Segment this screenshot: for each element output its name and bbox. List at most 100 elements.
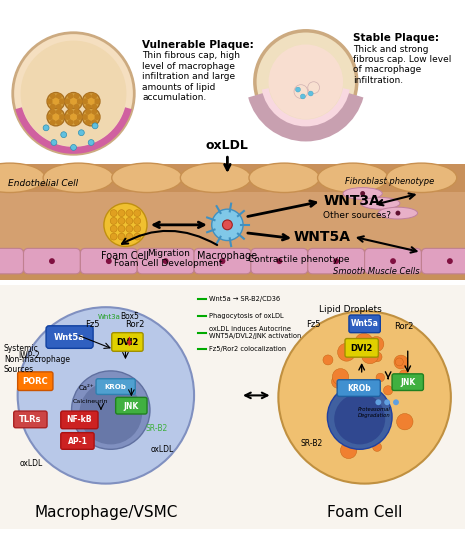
Text: TLRs: TLRs <box>19 415 42 425</box>
Circle shape <box>110 217 117 224</box>
Circle shape <box>56 119 62 125</box>
Ellipse shape <box>249 163 319 193</box>
Circle shape <box>334 394 385 444</box>
Ellipse shape <box>361 198 400 209</box>
Circle shape <box>104 203 147 246</box>
Text: Ca²⁺: Ca²⁺ <box>78 384 94 390</box>
Circle shape <box>68 109 73 115</box>
Circle shape <box>331 375 345 388</box>
Circle shape <box>337 379 348 390</box>
Text: Fibroblast phenotype: Fibroblast phenotype <box>346 177 435 186</box>
Text: AP-1: AP-1 <box>67 437 87 446</box>
Circle shape <box>106 258 112 264</box>
Circle shape <box>126 210 133 216</box>
Circle shape <box>91 119 97 125</box>
Circle shape <box>50 109 56 115</box>
Circle shape <box>73 119 79 125</box>
Ellipse shape <box>386 163 457 193</box>
Text: SR-B2: SR-B2 <box>146 423 168 433</box>
Circle shape <box>276 258 283 264</box>
Circle shape <box>308 82 319 93</box>
FancyBboxPatch shape <box>251 248 308 274</box>
Text: KROb: KROb <box>105 383 127 390</box>
Text: KROb: KROb <box>347 384 371 393</box>
Circle shape <box>82 108 100 126</box>
Circle shape <box>91 93 97 99</box>
Circle shape <box>378 201 383 206</box>
Circle shape <box>92 123 98 129</box>
Circle shape <box>118 233 125 240</box>
Circle shape <box>20 41 127 146</box>
Circle shape <box>64 114 71 120</box>
Text: Vulnerable Plaque:: Vulnerable Plaque: <box>142 40 254 50</box>
Circle shape <box>73 109 79 115</box>
Circle shape <box>61 132 67 138</box>
Text: Thick and strong
fibrous cap. Low level
of macrophage
infiltration.: Thick and strong fibrous cap. Low level … <box>353 44 451 85</box>
Text: Foam Cell: Foam Cell <box>101 252 149 261</box>
Text: WNT5A: WNT5A <box>294 230 351 244</box>
Circle shape <box>110 225 117 232</box>
Ellipse shape <box>318 163 388 193</box>
Circle shape <box>337 343 356 361</box>
Circle shape <box>47 108 64 126</box>
Circle shape <box>395 210 401 216</box>
Circle shape <box>332 368 349 385</box>
Circle shape <box>369 336 384 351</box>
Circle shape <box>395 358 403 366</box>
Circle shape <box>134 210 141 216</box>
Circle shape <box>53 98 59 105</box>
Circle shape <box>88 114 95 121</box>
Text: Systemic
Non-macrophage
Sources: Systemic Non-macrophage Sources <box>4 344 70 374</box>
Ellipse shape <box>43 163 114 193</box>
Circle shape <box>94 98 100 104</box>
Bar <box>0 285 465 529</box>
Circle shape <box>50 119 56 125</box>
Circle shape <box>212 209 243 240</box>
Circle shape <box>82 92 100 110</box>
Circle shape <box>269 44 343 119</box>
Ellipse shape <box>112 163 182 193</box>
Circle shape <box>222 220 232 230</box>
Circle shape <box>47 92 64 110</box>
Circle shape <box>333 406 343 415</box>
FancyBboxPatch shape <box>81 248 137 274</box>
Circle shape <box>79 382 142 444</box>
Circle shape <box>110 210 117 216</box>
Circle shape <box>59 114 64 120</box>
Circle shape <box>393 399 399 405</box>
Ellipse shape <box>378 207 418 219</box>
Circle shape <box>340 442 357 459</box>
Circle shape <box>362 398 372 408</box>
Circle shape <box>328 411 340 422</box>
Bar <box>0 164 465 280</box>
Text: Wnt5a: Wnt5a <box>54 333 85 342</box>
Circle shape <box>82 98 88 104</box>
Circle shape <box>163 258 169 264</box>
Circle shape <box>50 93 56 99</box>
Circle shape <box>91 109 97 115</box>
Circle shape <box>72 371 150 449</box>
FancyBboxPatch shape <box>14 411 47 428</box>
Text: PORC: PORC <box>22 377 48 386</box>
Circle shape <box>383 386 393 395</box>
Circle shape <box>295 87 301 92</box>
FancyBboxPatch shape <box>96 379 135 395</box>
Circle shape <box>43 125 49 131</box>
Circle shape <box>397 413 413 430</box>
Ellipse shape <box>343 187 382 199</box>
Text: Other sources?: Other sources? <box>323 210 392 219</box>
Circle shape <box>376 373 384 382</box>
Text: Foam Cell: Foam Cell <box>327 505 402 520</box>
FancyBboxPatch shape <box>308 248 365 274</box>
Circle shape <box>308 91 313 96</box>
Circle shape <box>328 384 392 449</box>
Circle shape <box>85 109 91 115</box>
Text: Macrophage: Macrophage <box>197 252 257 261</box>
Circle shape <box>361 347 379 364</box>
Text: Contractile phenotype: Contractile phenotype <box>248 255 350 264</box>
Text: oxLDL: oxLDL <box>206 139 249 152</box>
Circle shape <box>373 443 382 451</box>
Text: Smooth Muscle Cells: Smooth Muscle Cells <box>333 268 419 277</box>
Circle shape <box>88 139 94 145</box>
Text: oxLDL: oxLDL <box>20 459 43 468</box>
